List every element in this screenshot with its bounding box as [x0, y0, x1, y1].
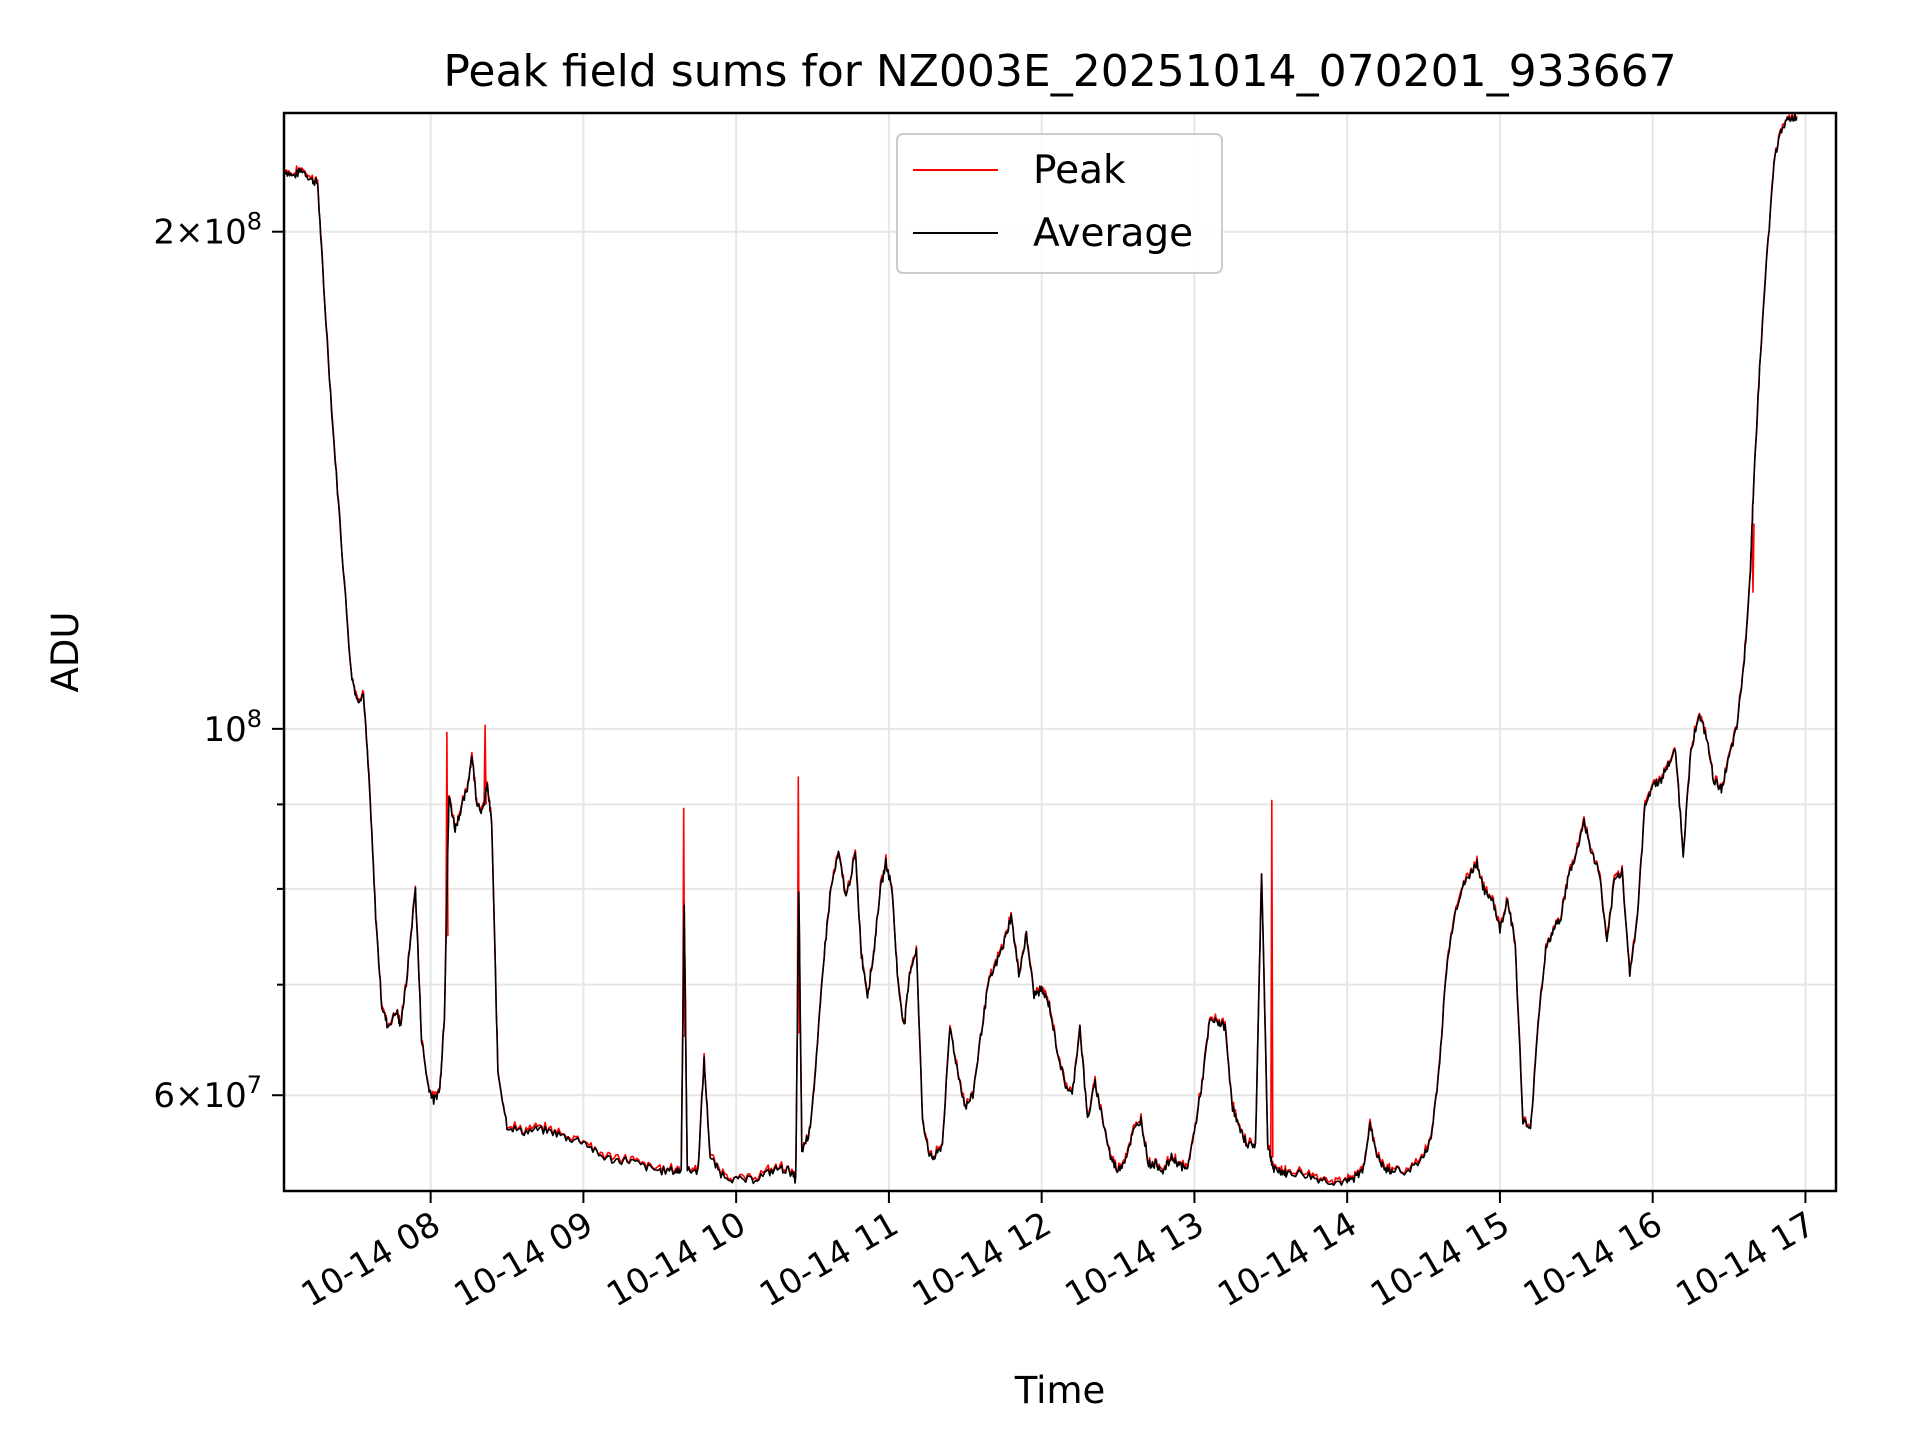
y-tick-label: 108 [203, 705, 262, 750]
y-tick-label: 2×108 [153, 208, 262, 253]
plot-frame [282, 111, 1838, 1193]
y-tick-label-times: × [175, 1076, 204, 1116]
x-axis-label: Time [1014, 1369, 1106, 1412]
y-tick-label: 6×107 [153, 1071, 262, 1116]
y-tick-label-exponent: 8 [247, 705, 262, 733]
y-tick-label-ten: 10 [203, 1076, 246, 1116]
y-tick-label-base: 6 [153, 1076, 175, 1116]
legend: Peak Average [896, 133, 1223, 274]
grid-lines [284, 113, 1836, 1191]
y-tick-label-times: × [175, 213, 204, 253]
y-tick-label-base: 2 [153, 213, 175, 253]
series-line-average [283, 112, 1798, 1186]
y-tick-label-ten: 10 [203, 213, 246, 253]
y-axis-label: ADU [44, 612, 87, 693]
y-tick-label-exponent: 8 [247, 208, 262, 236]
y-tick-label-exponent: 7 [247, 1071, 262, 1099]
chart-title: Peak field sums for NZ003E_20251014_0702… [443, 46, 1676, 97]
legend-box [896, 133, 1223, 274]
y-tick-label-ten: 10 [203, 710, 246, 750]
legend-label-average: Average [1033, 211, 1193, 256]
legend-label-peak: Peak [1033, 148, 1126, 193]
series-lines [283, 112, 1798, 1186]
